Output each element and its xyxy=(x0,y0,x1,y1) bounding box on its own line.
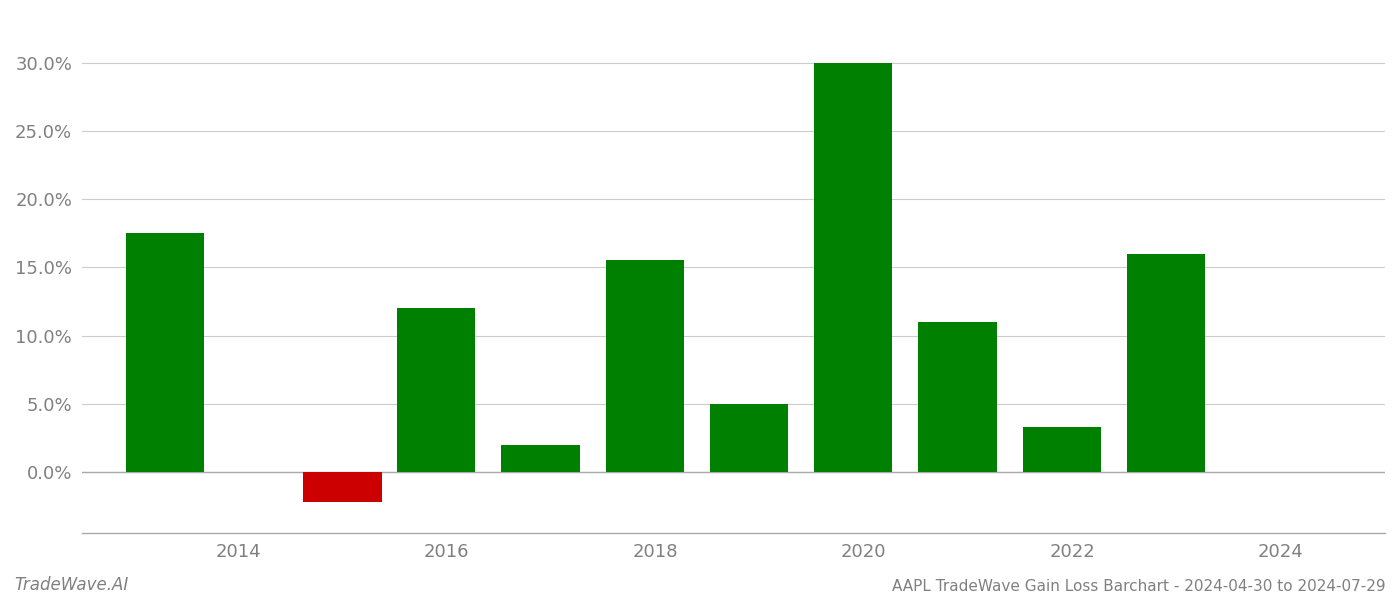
Bar xyxy=(918,322,997,472)
Bar xyxy=(1127,254,1205,472)
Bar xyxy=(710,404,788,472)
Bar xyxy=(501,445,580,472)
Bar xyxy=(126,233,204,472)
Bar xyxy=(815,63,892,472)
Bar xyxy=(304,472,382,502)
Text: AAPL TradeWave Gain Loss Barchart - 2024-04-30 to 2024-07-29: AAPL TradeWave Gain Loss Barchart - 2024… xyxy=(892,579,1386,594)
Text: TradeWave.AI: TradeWave.AI xyxy=(14,576,129,594)
Bar xyxy=(398,308,476,472)
Bar xyxy=(606,260,685,472)
Bar xyxy=(1023,427,1100,472)
